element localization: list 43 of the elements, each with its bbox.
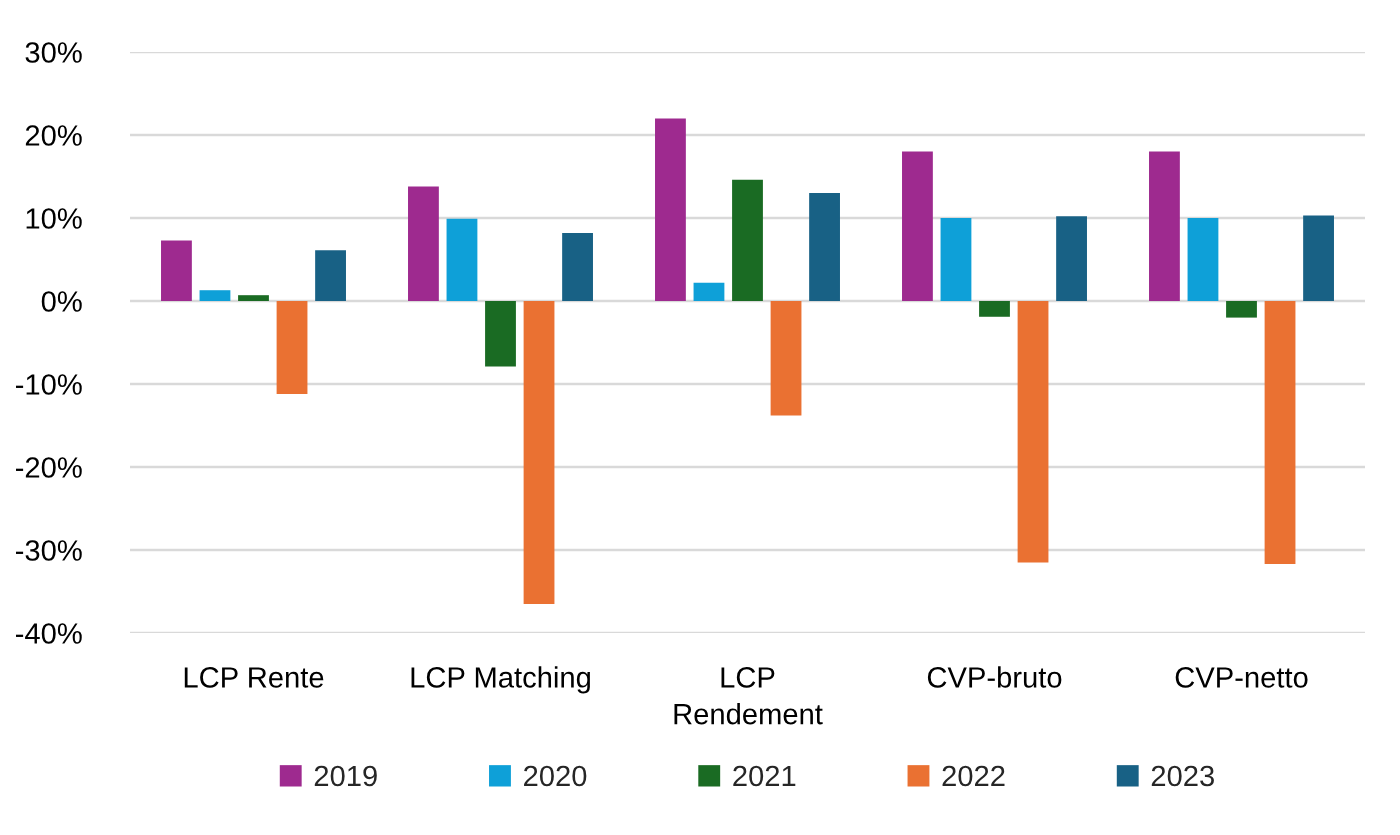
y-tick-label: -30% [15,540,82,561]
y-tick-label: 0% [41,291,82,312]
y-tick-label: 10% [26,208,82,229]
bar [1264,301,1296,565]
bar [446,218,478,301]
bar [770,301,802,416]
legend-label: 2020 [524,765,587,787]
bar [693,282,725,301]
x-tick-label: LCP Rendement [674,667,823,725]
x-tick-label: LCP Rente [184,667,324,688]
y-tick-label: -20% [15,457,82,478]
bar [276,301,308,394]
bar [940,218,972,301]
bar [408,186,439,301]
bar [315,250,346,301]
legend-label: 2022 [942,765,1005,787]
bar [732,179,763,301]
bar [1187,218,1219,301]
x-tick-label: LCP Matching [411,666,590,694]
bar [238,295,269,301]
bar [1056,216,1087,301]
legend-label: 2019 [314,765,377,787]
legend-label: 2021 [733,765,796,787]
bar [523,301,555,604]
bar [161,240,192,301]
legend-label: 2023 [1151,765,1214,787]
y-tick-label: -40% [15,623,82,644]
bar [902,151,933,301]
y-tick-label: -10% [15,374,82,395]
x-tick-label: CVP-netto [1175,667,1308,688]
bar [1303,215,1334,301]
bar [199,290,231,301]
y-tick-label: 30% [25,42,82,63]
bar [1149,151,1180,301]
bar [1226,301,1257,318]
x-tick-label: CVP-bruto [927,666,1062,688]
bar [979,301,1010,317]
bar [655,118,686,301]
bar [1017,301,1049,563]
y-tick-label: 20% [25,125,82,146]
bar [562,232,593,301]
bar [809,193,840,301]
bar [485,301,516,367]
